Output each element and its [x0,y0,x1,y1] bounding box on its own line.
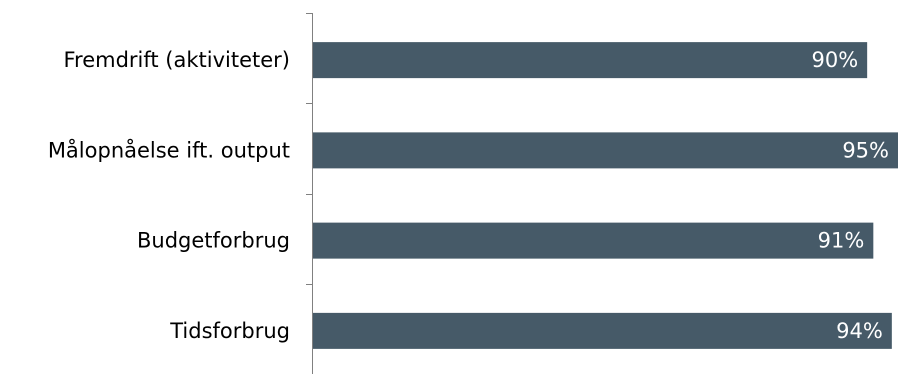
category-label: Budgetforbrug [137,229,290,253]
category-label: Målopnåelse ift. output [48,137,290,162]
category-label: Fremdrift (aktiviteter) [63,48,290,72]
bars-layer [312,42,898,349]
category-label: Tidsforbrug [169,319,290,343]
bar [312,42,868,79]
labels-layer: Fremdrift (aktiviteter) 90% Målopnåelse if… [48,48,889,343]
y-axis [306,13,313,374]
data-label: 90% [811,48,858,72]
data-label: 91% [818,229,865,253]
bar [312,132,898,169]
bar [312,222,874,259]
data-label: 94% [836,319,883,343]
bar [312,312,892,349]
data-label: 95% [842,138,889,162]
